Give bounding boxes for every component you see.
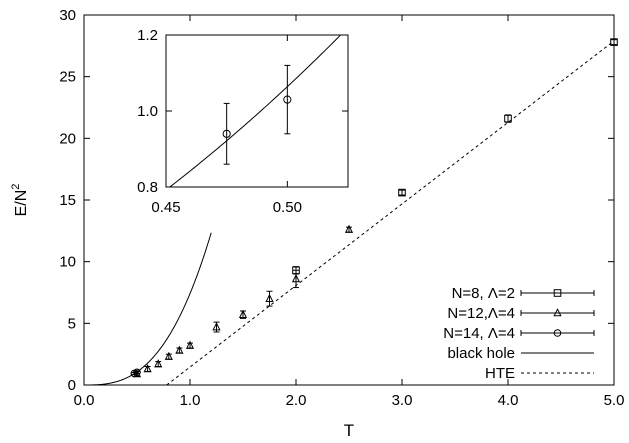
data-point-triangle xyxy=(143,364,152,373)
x-axis-label: T xyxy=(344,421,354,440)
data-point-triangle xyxy=(291,274,301,283)
y-tick-label: 20 xyxy=(59,130,76,147)
main-axis-ticks: 0.0 1.0 2.0 3.0 4.0 5.0 0 5 10 15 20 25 30 xyxy=(59,7,624,409)
legend-marker-square xyxy=(553,289,562,297)
data-point-square xyxy=(398,188,406,197)
data-point-triangle xyxy=(164,351,173,360)
inset-background xyxy=(166,35,348,187)
x-tick-label: 4.0 xyxy=(498,392,519,409)
hte-line xyxy=(166,40,614,385)
y-tick-label: 25 xyxy=(59,69,76,86)
data-point-triangle xyxy=(238,309,248,318)
inset-plot: 0.45 0.50 0.8 1.0 1.2 xyxy=(137,27,349,216)
legend-marker-circle xyxy=(553,329,562,337)
inset-y-tick-label: 0.8 xyxy=(137,179,158,196)
data-point-triangle xyxy=(265,293,274,302)
y-tick-label: 15 xyxy=(59,192,76,209)
data-point-circle xyxy=(133,368,141,377)
data-point-triangle xyxy=(185,340,195,349)
data-point-triangle xyxy=(154,359,163,368)
inset-axis-ticks: 0.45 0.50 0.8 1.0 1.2 xyxy=(137,27,348,216)
y-tick-label: 10 xyxy=(59,254,76,271)
x-tick-label: 3.0 xyxy=(392,392,413,409)
legend-label: N=8, Λ=2 xyxy=(452,285,515,302)
x-tick-label: 2.0 xyxy=(286,392,307,409)
inset-y-tick-label: 1.0 xyxy=(137,103,158,120)
x-tick-label: 0.0 xyxy=(74,392,95,409)
legend-label: N=14, Λ=4 xyxy=(443,325,515,342)
data-point-square xyxy=(504,114,512,123)
data-point-square xyxy=(610,38,618,46)
y-axis-label-superscript: 2 xyxy=(10,184,22,190)
inset-x-tick-label: 0.45 xyxy=(151,199,180,216)
data-point-triangle xyxy=(212,322,221,331)
legend-label: HTE xyxy=(485,365,515,382)
inset-x-tick-label: 0.50 xyxy=(273,199,302,216)
black-hole-curve xyxy=(84,232,212,385)
data-point-triangle xyxy=(344,224,354,233)
inset-data-point-circle xyxy=(283,95,292,104)
data-point-triangle xyxy=(175,345,184,354)
y-tick-label: 30 xyxy=(59,7,76,24)
inset-black-hole-curve xyxy=(169,35,342,187)
y-tick-label: 0 xyxy=(68,377,76,394)
inset-data-point-circle xyxy=(222,129,231,138)
y-axis-label-main: E/N xyxy=(13,190,30,217)
x-tick-label: 1.0 xyxy=(180,392,201,409)
inset-series-group xyxy=(169,35,342,187)
legend-label: N=12,Λ=4 xyxy=(447,305,515,322)
legend-label: black hole xyxy=(447,345,515,362)
main-series-group xyxy=(84,38,618,385)
x-tick-label: 5.0 xyxy=(604,392,625,409)
y-tick-label: 5 xyxy=(68,315,76,332)
legend: N=8, Λ=2 N=12,Λ=4 N=14, Λ=4 black hole HTE xyxy=(443,285,595,382)
y-axis-label: E/N2 xyxy=(10,184,30,217)
inset-y-tick-label: 1.2 xyxy=(137,27,158,44)
legend-marker-triangle xyxy=(553,308,562,317)
